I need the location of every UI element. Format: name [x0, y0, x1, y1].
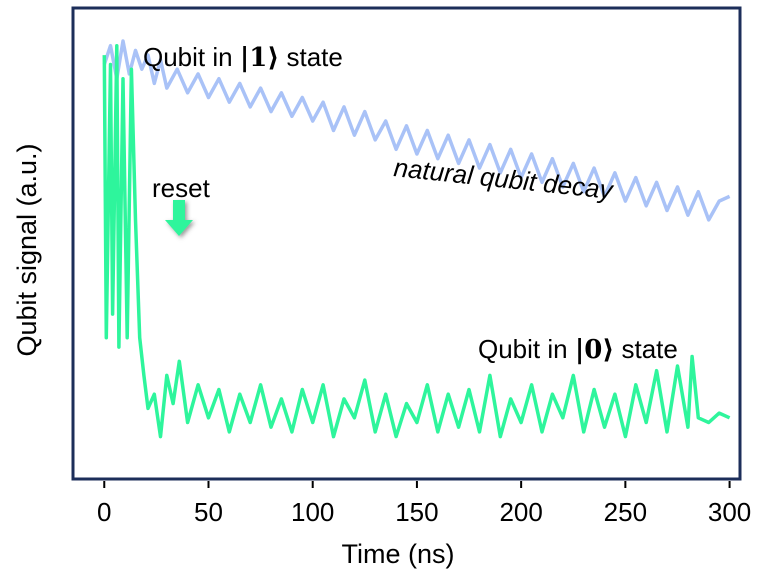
x-axis-label: Time (ns): [342, 539, 455, 569]
reset-arrow-shape: [165, 200, 193, 236]
state0-label: Qubit in |0⟩ state: [478, 334, 678, 365]
x-tick-label: 100: [291, 497, 334, 527]
x-axis-ticks: 0 50 100 150 200 250 300: [97, 481, 751, 527]
x-tick-label: 0: [97, 497, 111, 527]
x-tick-label: 50: [194, 497, 223, 527]
reset-label: reset: [152, 173, 211, 203]
x-tick-label: 200: [499, 497, 542, 527]
series-layer: [102, 39, 731, 439]
state1-label: Qubit in |1⟩ state: [143, 42, 343, 73]
series-line-state1: [102, 39, 731, 222]
x-tick-label: 250: [604, 497, 647, 527]
y-axis-label: Qubit signal (a.u.): [12, 143, 42, 356]
x-tick-label: 150: [395, 497, 438, 527]
series-line-state0: [102, 43, 731, 439]
down-arrow-icon: [165, 200, 193, 236]
x-tick-label: 300: [708, 497, 751, 527]
